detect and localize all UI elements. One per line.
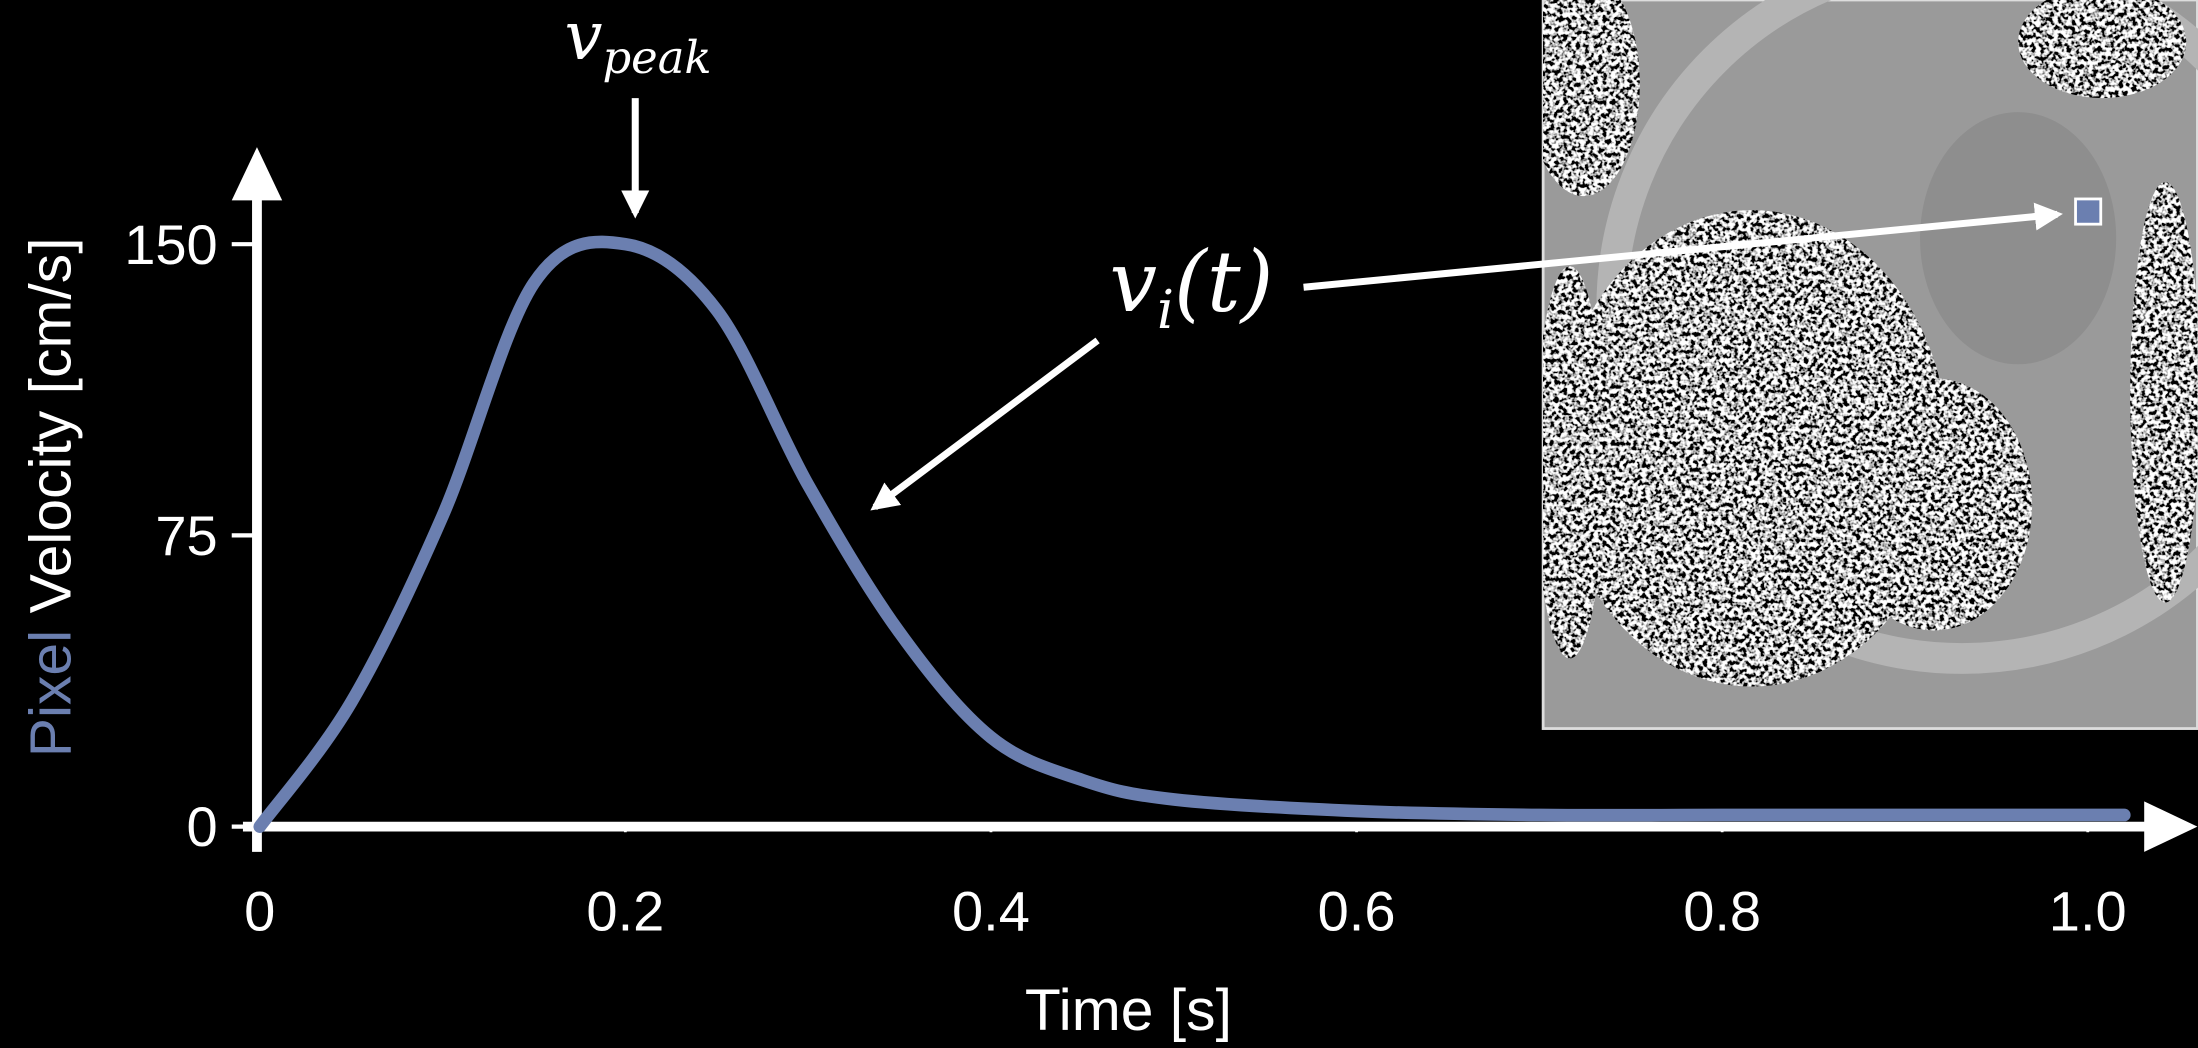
y-tick-label: 75 bbox=[155, 504, 217, 567]
x-tick-label: 0.2 bbox=[586, 879, 664, 942]
page: {"chart_data": { "type": "line", "xlabel… bbox=[0, 0, 2198, 1048]
inset-noise bbox=[1543, 0, 2197, 729]
x-axis-arrowhead bbox=[2144, 801, 2197, 851]
peak-subscript: peak bbox=[602, 31, 711, 84]
y-axis-title-highlight: Pixel bbox=[19, 630, 84, 758]
x-tick-label: 0.6 bbox=[1318, 879, 1396, 942]
peak-symbol: v bbox=[564, 0, 602, 75]
chart: vpeak vi(t) Time [s] Pixel Velocity [cm/… bbox=[0, 0, 2198, 1048]
y-tick-label: 150 bbox=[124, 213, 218, 276]
curve-subscript: i bbox=[1157, 279, 1174, 341]
x-tick-label: 1.0 bbox=[2049, 879, 2127, 942]
y-axis-title-rest: Velocity [cm/s] bbox=[19, 237, 84, 613]
curve-arrow bbox=[875, 340, 1098, 507]
x-tick-label: 0 bbox=[244, 879, 275, 942]
y-axis-arrowhead bbox=[232, 147, 282, 200]
pixel-marker bbox=[2076, 199, 2101, 224]
curve-label: vi(t) bbox=[1110, 233, 1274, 341]
curve-symbol: v bbox=[1110, 233, 1157, 331]
mri-inset bbox=[1543, 0, 2198, 729]
x-tick-label: 0.8 bbox=[1683, 879, 1761, 942]
y-axis-title: Pixel Velocity [cm/s] bbox=[19, 237, 84, 757]
curve-argument: (t) bbox=[1174, 233, 1273, 331]
y-tick-label: 0 bbox=[187, 795, 218, 858]
x-axis-title: Time [s] bbox=[1025, 978, 1232, 1043]
x-tick-label: 0.4 bbox=[952, 879, 1030, 942]
peak-label: vpeak bbox=[564, 0, 711, 84]
